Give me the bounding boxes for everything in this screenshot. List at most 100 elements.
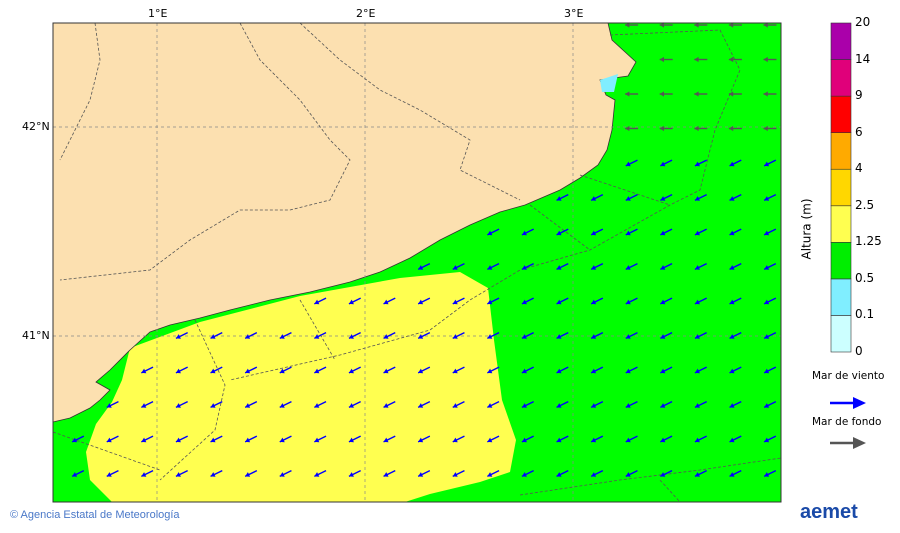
wave-arrow-head [556, 196, 562, 201]
wave-arrow-head [521, 230, 527, 236]
wave-arrow-head [764, 437, 770, 443]
colorbar-level: 4 [855, 161, 863, 176]
wave-arrow-head [625, 125, 630, 132]
wave-arrow-head [383, 368, 389, 374]
wave-arrow-head [279, 368, 285, 374]
colorbar-level: 0.5 [855, 270, 875, 285]
colorbar-segment [830, 22, 852, 60]
wave-arrow-head [591, 334, 597, 339]
wave-arrow-head [729, 437, 735, 443]
wave-arrow-head [694, 403, 700, 408]
wave-arrow-head [728, 22, 734, 28]
map-frame [52, 22, 782, 503]
wave-arrow-head [659, 125, 664, 132]
wave-arrow-head [279, 437, 285, 443]
wave-arrow-head [314, 403, 320, 408]
wave-arrow-head [279, 472, 285, 477]
wave-arrow-head [452, 334, 458, 339]
colorbar-segment [830, 205, 852, 243]
wave-arrow-head [487, 230, 493, 236]
wave-arrow-head [660, 368, 666, 374]
wave-arrow-head [279, 334, 285, 339]
wave-arrow-head [106, 472, 112, 477]
wave-arrow-head [591, 196, 597, 201]
wave-arrow-head [694, 91, 699, 97]
colorbar-segment [830, 278, 852, 316]
yellow-wave-zone [86, 272, 516, 502]
wave-arrow-head [729, 403, 735, 408]
colorbar-level: 6 [855, 124, 863, 139]
wave-arrow-head [521, 368, 527, 374]
wave-arrow-head [591, 403, 597, 408]
wave-arrow-head [418, 437, 424, 443]
wave-arrow-head [487, 368, 493, 374]
wave-arrow-head [694, 161, 700, 167]
wave-arrow-head [764, 403, 770, 408]
wave-arrow-head [694, 265, 700, 270]
wave-arrow-head [210, 472, 216, 477]
wave-arrow-head [625, 161, 631, 167]
wave-arrow-head [452, 437, 458, 443]
wave-arrow-head [625, 22, 630, 28]
colorbar-segment [830, 315, 852, 353]
colorbar-segment [830, 242, 852, 280]
wave-arrow-head [694, 334, 700, 339]
wave-arrow-head [764, 299, 770, 305]
wave-arrow-head [763, 125, 768, 132]
wave-arrow-head [106, 437, 112, 443]
wave-arrow-head [452, 368, 458, 374]
wave-arrow-head [694, 472, 700, 477]
wave-arrow-head [418, 472, 424, 477]
swell-arrow-icon [830, 437, 866, 449]
wave-arrow-head [625, 368, 631, 374]
wave-arrow-head [763, 56, 768, 63]
wave-arrow-head [418, 334, 424, 339]
wave-arrow-head [625, 299, 631, 305]
wave-arrow-head [729, 230, 735, 236]
wave-arrow-head [210, 368, 216, 374]
wave-arrow-head [175, 368, 181, 374]
wave-arrow-head [660, 437, 666, 443]
colorbar-segment [830, 168, 852, 207]
wave-arrow-head [245, 403, 251, 408]
wave-arrow-head [764, 334, 770, 339]
wave-arrow-head [694, 230, 700, 236]
wave-arrow-head [764, 230, 770, 236]
colorbar-segment [830, 59, 852, 97]
wave-arrow-head [245, 334, 251, 339]
lat-tick: 41°N [22, 329, 50, 342]
wave-arrow-head [625, 196, 631, 201]
wave-arrow-head [452, 472, 458, 477]
wave-arrow-head [383, 437, 389, 443]
wave-arrow-head [729, 472, 735, 477]
wave-arrow-head [452, 265, 458, 270]
wave-arrow-head [418, 299, 424, 305]
wave-arrow-head [556, 265, 562, 270]
swell-label: Mar de fondo [812, 416, 882, 428]
wave-arrow-head [487, 299, 493, 305]
wave-arrow-head [694, 196, 700, 201]
wave-arrow-head [660, 196, 666, 201]
wave-arrow-head [141, 368, 147, 374]
wave-arrow-head [591, 368, 597, 374]
wave-arrow-head [487, 334, 493, 339]
wave-arrow-head [659, 91, 664, 97]
wave-arrow-head [556, 334, 562, 339]
wave-arrow-head [625, 230, 631, 236]
wave-arrow-head [694, 368, 700, 374]
wave-arrow-head [694, 299, 700, 305]
wave-arrow-head [314, 334, 320, 339]
lon-tick: 2°E [356, 7, 376, 20]
wave-arrow-head [764, 368, 770, 374]
colorbar-level: 0.1 [855, 307, 875, 322]
wave-arrow-head [729, 196, 735, 201]
wave-arrow-head [383, 299, 389, 305]
wave-arrow-head [314, 368, 320, 374]
wave-arrow-head [418, 368, 424, 374]
wave-arrow-head [383, 403, 389, 408]
wave-arrow-head [348, 368, 354, 374]
wave-arrow-head [556, 472, 562, 477]
graticule [53, 23, 781, 502]
colorbar-segment [830, 95, 852, 133]
